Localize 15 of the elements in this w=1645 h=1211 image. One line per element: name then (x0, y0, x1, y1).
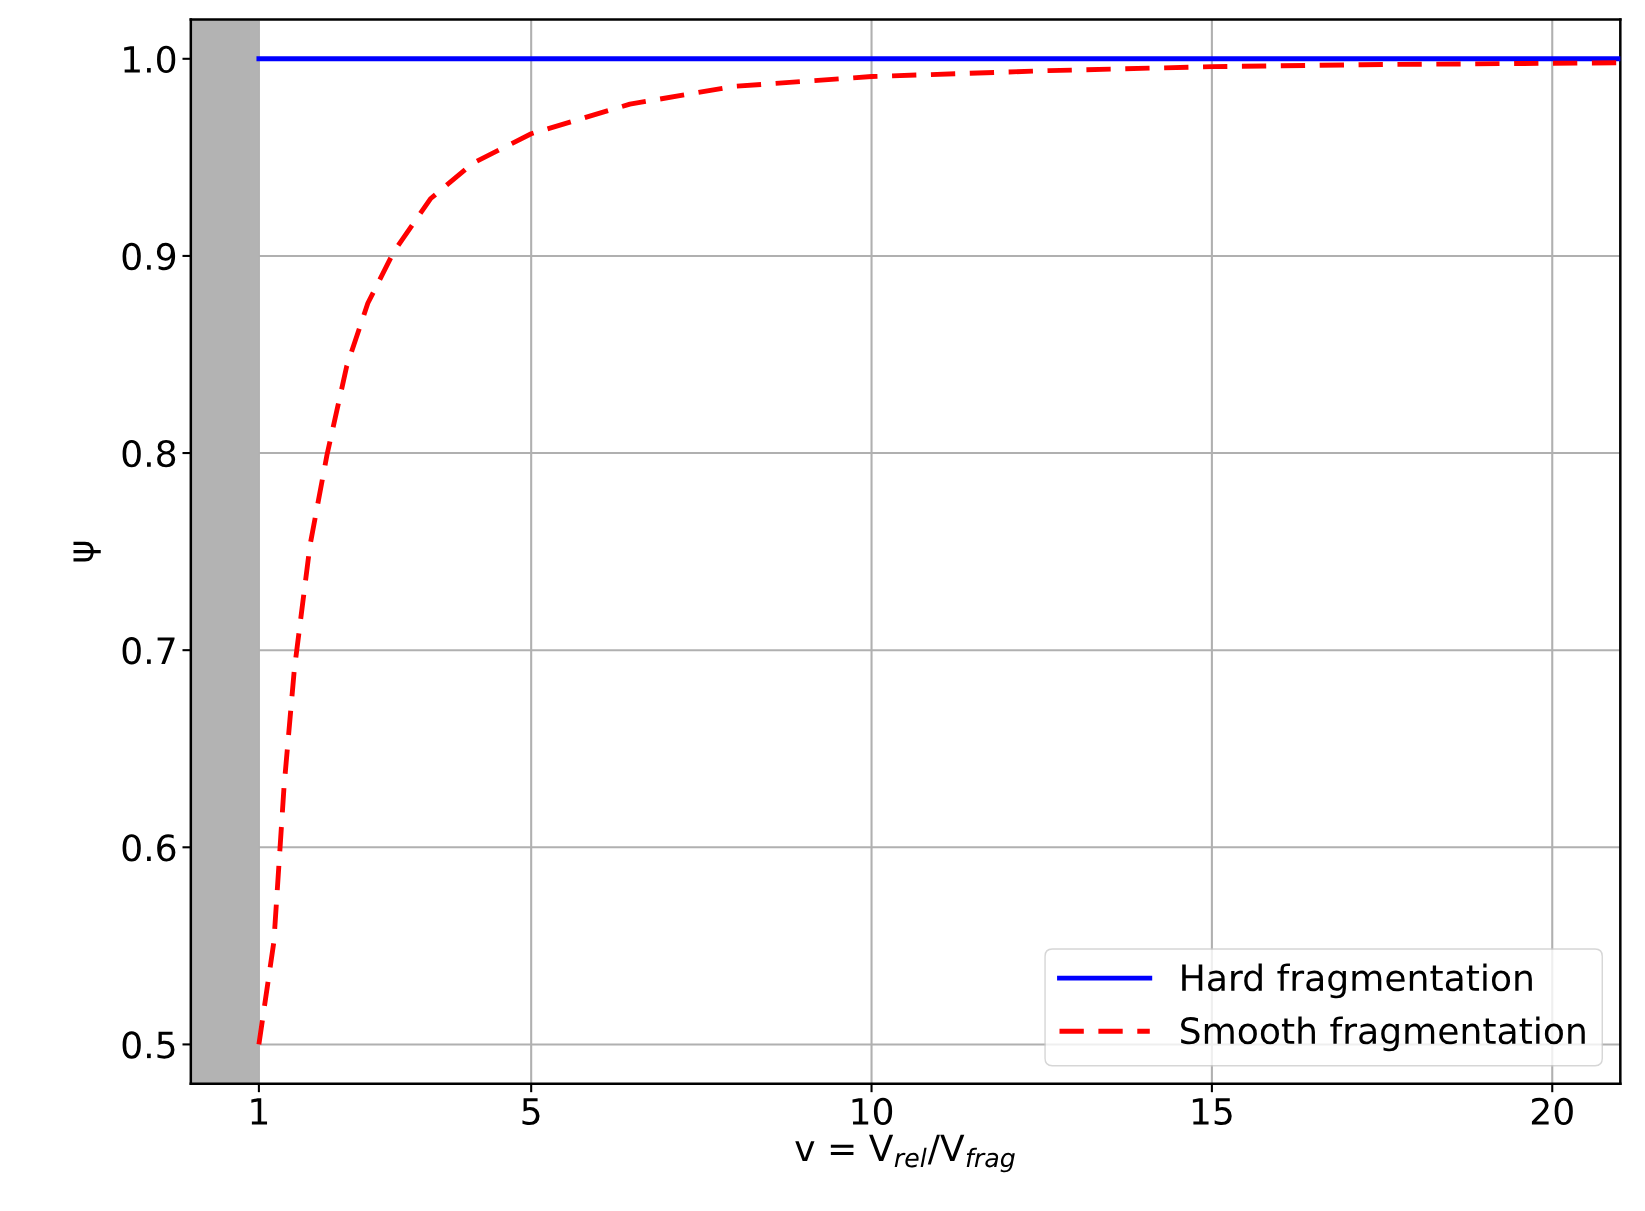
y-tick-label: 0.7 (122, 637, 175, 665)
y-tick-label: 1.0 (124, 45, 176, 74)
x-tick-label: 10 (852, 1097, 893, 1125)
x-tick-label: 15 (1192, 1098, 1232, 1125)
y-tick-label: 0.8 (122, 439, 176, 468)
legend-label: Hard fragmentation (1182, 963, 1532, 999)
legend-label: Smooth fragmentation (1181, 1016, 1585, 1052)
y-axis-title: ψ (73, 541, 101, 562)
x-tick-label: 20 (1531, 1097, 1573, 1125)
x-tick-label: 1 (251, 1098, 268, 1125)
y-tick-label: 0.6 (122, 834, 176, 862)
y-tick-label: 0.5 (122, 1031, 175, 1059)
x-axis-title: v = V$_{rel}$/V$_{frag}$ (795, 1134, 1015, 1173)
x-tick-label: 5 (522, 1098, 540, 1125)
y-tick-label: 0.9 (122, 242, 176, 271)
